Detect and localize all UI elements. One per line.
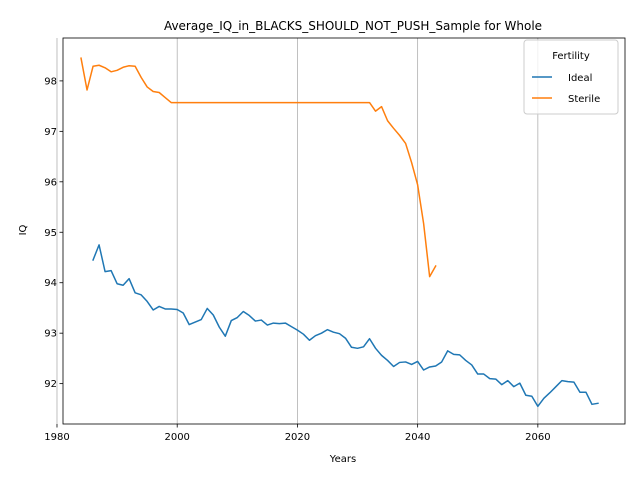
plot-frame bbox=[62, 37, 626, 425]
y-tick-label: 93 bbox=[44, 329, 57, 340]
x-tick-label: 2000 bbox=[164, 432, 189, 443]
y-tick-label: 97 bbox=[44, 127, 57, 138]
x-tick-label: 2040 bbox=[405, 432, 430, 443]
legend-label-sterile: Sterile bbox=[568, 94, 600, 105]
x-axis-label: Years bbox=[329, 454, 356, 465]
y-tick-label: 96 bbox=[44, 177, 57, 188]
x-tick-label: 2020 bbox=[285, 432, 310, 443]
x-tick-label: 1980 bbox=[44, 432, 69, 443]
series-line-ideal bbox=[92, 244, 599, 408]
axes: 1980 2000 2020 2040 2060 92 93 94 95 96 97 98 bbox=[44, 37, 626, 443]
legend-title: Fertility bbox=[552, 51, 590, 62]
y-tick-label: 94 bbox=[44, 278, 57, 289]
y-tick-label: 92 bbox=[44, 379, 57, 390]
y-tick-label: 95 bbox=[44, 228, 57, 239]
legend-label-ideal: Ideal bbox=[568, 73, 592, 84]
y-tick-label: 98 bbox=[44, 76, 57, 87]
x-tick-label: 2060 bbox=[525, 432, 550, 443]
chart-title: Average_IQ_in_BLACKS_SHOULD_NOT_PUSH_Sam… bbox=[164, 19, 542, 33]
legend-box bbox=[523, 39, 619, 115]
y-axis-label: IQ bbox=[18, 224, 29, 235]
series-lines bbox=[80, 57, 599, 408]
series-line-sterile bbox=[80, 57, 437, 278]
legend: Fertility Ideal Sterile bbox=[523, 39, 619, 115]
